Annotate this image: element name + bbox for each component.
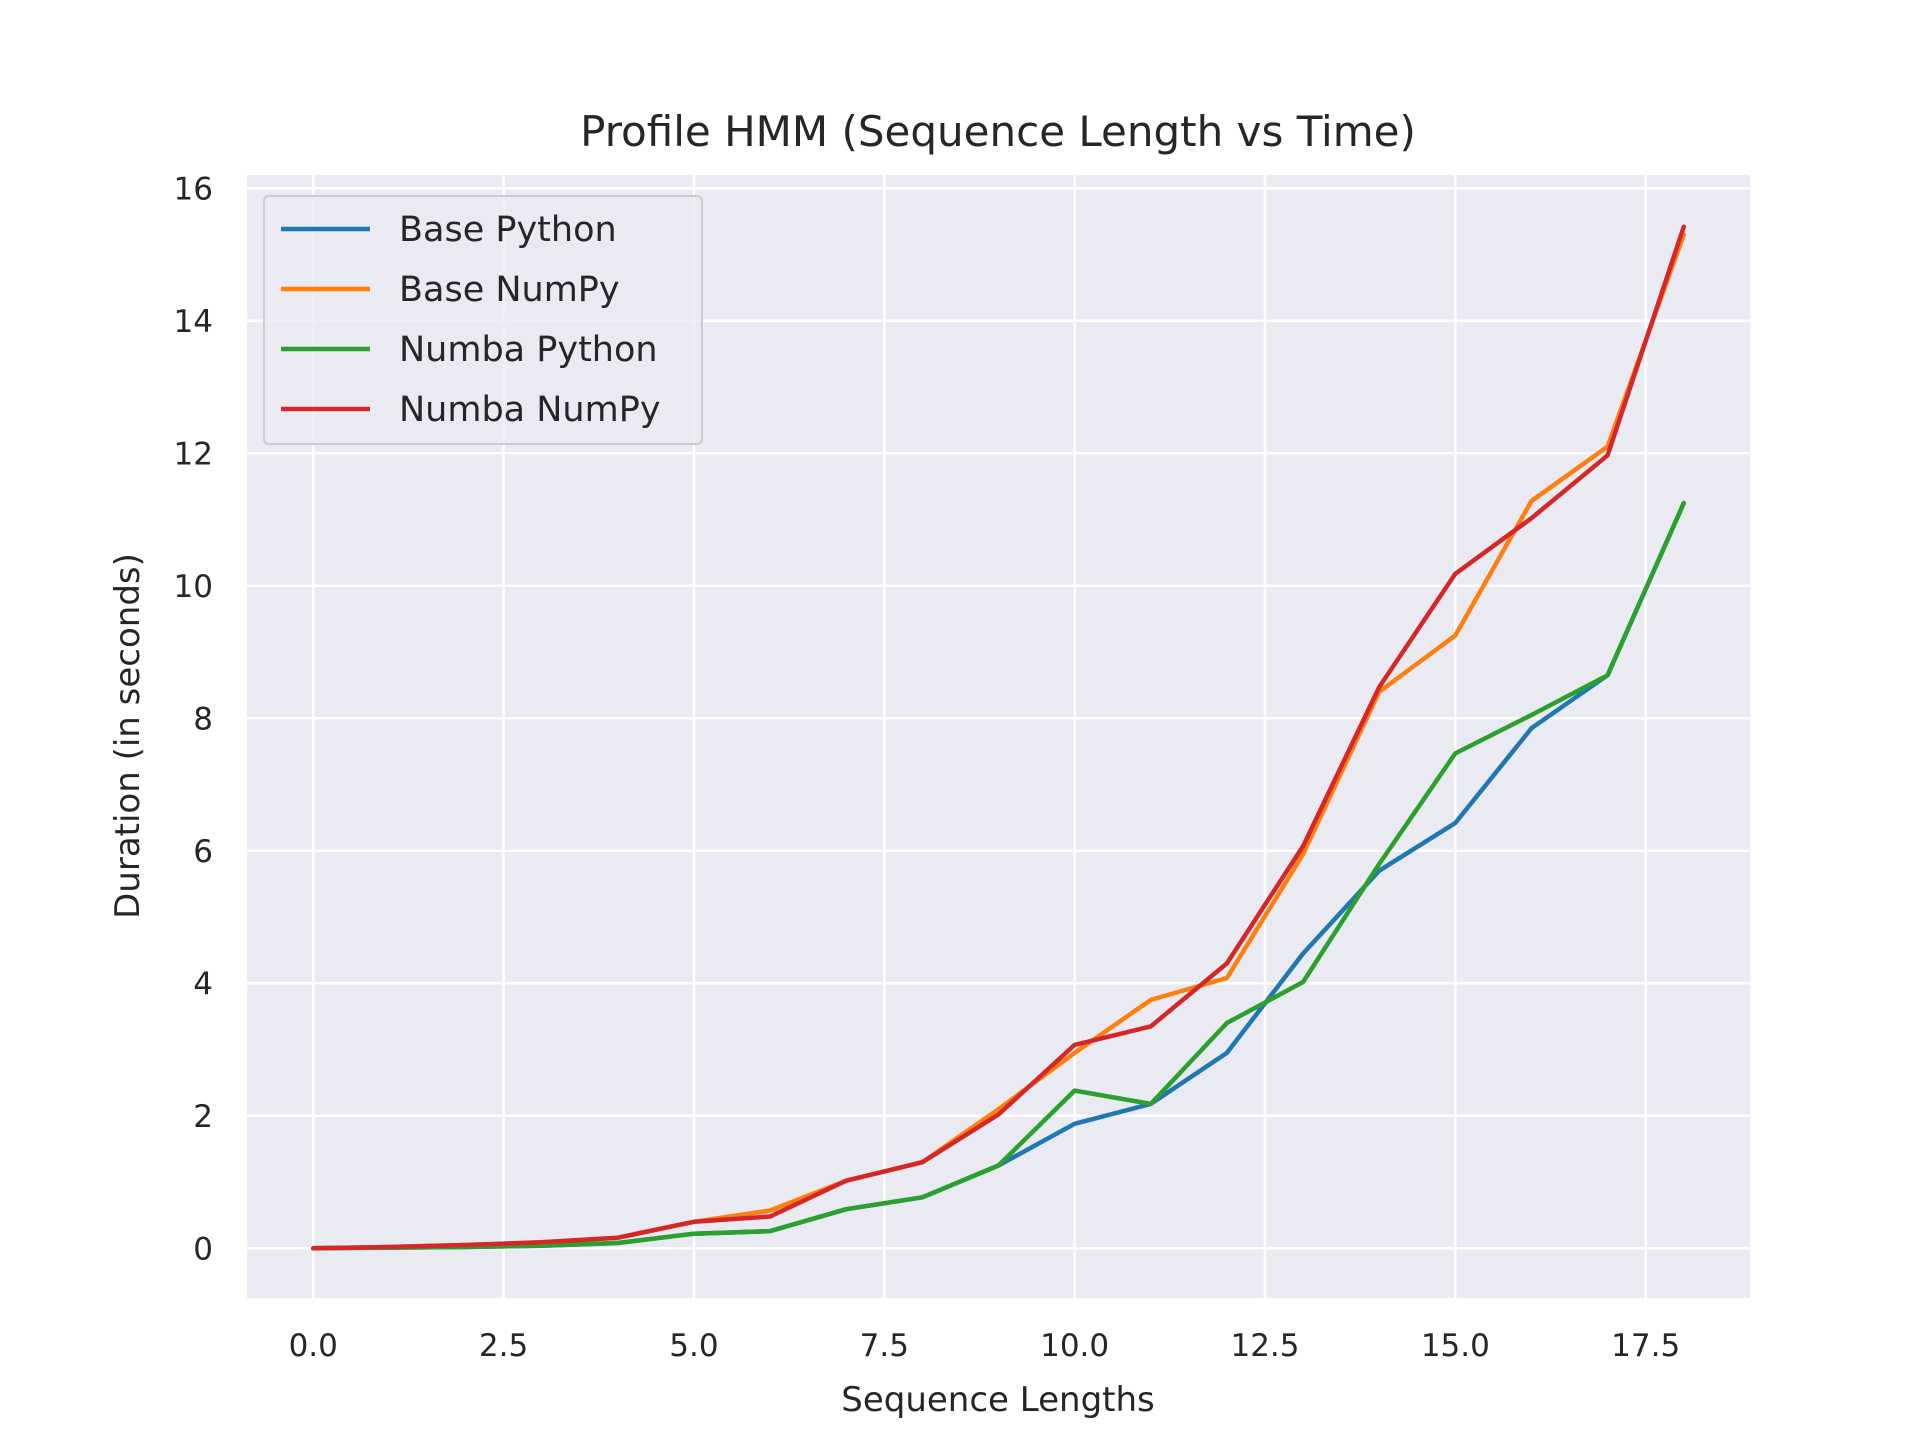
x-tick-label: 7.5 — [860, 1328, 909, 1364]
x-axis-label: Sequence Lengths — [841, 1380, 1155, 1420]
y-tick-label: 10 — [174, 569, 213, 605]
y-tick-label: 4 — [193, 966, 213, 1002]
x-tick-label: 17.5 — [1611, 1328, 1680, 1364]
legend-label-base-numpy: Base NumPy — [399, 270, 620, 310]
x-tick-label: 10.0 — [1040, 1328, 1109, 1364]
chart-title: Profile HMM (Sequence Length vs Time) — [580, 107, 1416, 156]
x-tick-label: 2.5 — [479, 1328, 528, 1364]
legend-label-numba-python: Numba Python — [399, 330, 658, 370]
x-tick-label: 15.0 — [1421, 1328, 1490, 1364]
y-tick-labels: 0 2 4 6 8 10 12 14 16 — [174, 171, 213, 1267]
x-tick-label: 5.0 — [669, 1328, 718, 1364]
x-tick-label: 0.0 — [289, 1328, 338, 1364]
legend-box — [263, 195, 703, 445]
series-line-numba-numpy — [310, 224, 1687, 1251]
y-tick-label: 16 — [174, 171, 213, 207]
series-line-numba-python — [310, 500, 1687, 1251]
series-lines — [310, 224, 1687, 1251]
y-tick-label: 2 — [193, 1099, 213, 1135]
x-tick-labels: 0.0 2.5 5.0 7.5 10.0 12.5 15.0 17.5 — [289, 1328, 1681, 1364]
x-tick-label: 12.5 — [1230, 1328, 1299, 1364]
y-tick-label: 12 — [174, 436, 213, 472]
legend: Base Python Base NumPy Numba Python Numba N… — [263, 195, 703, 445]
y-tick-label: 6 — [193, 834, 213, 870]
legend-label-base-python: Base Python — [399, 210, 617, 250]
y-axis-label: Duration (in seconds) — [108, 553, 148, 919]
legend-label-numba-numpy: Numba NumPy — [399, 390, 661, 430]
y-tick-label: 0 — [193, 1231, 213, 1267]
y-tick-label: 14 — [174, 304, 213, 340]
y-tick-label: 8 — [193, 701, 213, 737]
